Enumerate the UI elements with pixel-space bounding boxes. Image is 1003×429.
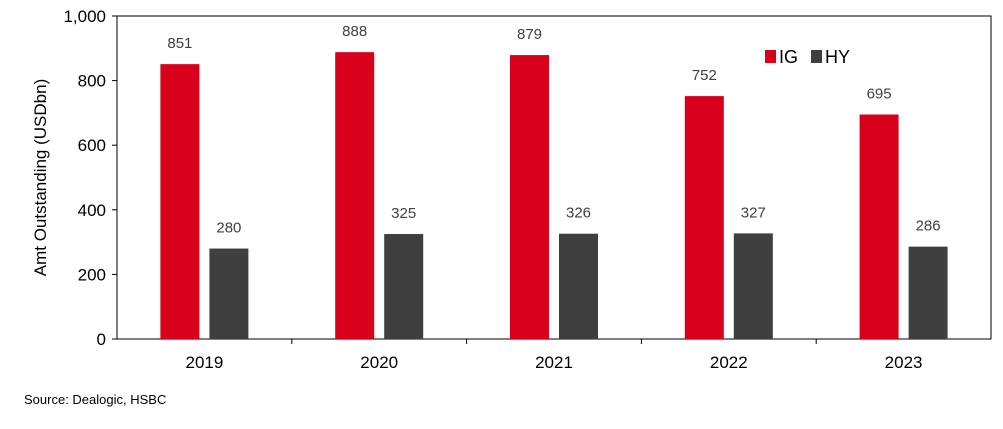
bar-hy-2023: [908, 246, 948, 339]
x-tick-label: 2022: [710, 353, 748, 372]
bar-ig-2019: [160, 64, 200, 339]
bar-ig-2020: [335, 52, 375, 340]
x-tick-label: 2023: [885, 353, 923, 372]
bar-hy-2022: [733, 233, 773, 339]
x-tick-label: 2019: [185, 353, 223, 372]
bar-ig-2023: [859, 114, 899, 339]
y-tick-label: 600: [78, 136, 106, 155]
legend-label-ig: IG: [779, 47, 798, 67]
data-label-hy-2019: 280: [216, 220, 241, 237]
data-label-hy-2021: 326: [566, 205, 591, 222]
y-tick-label: 1,000: [63, 7, 106, 26]
y-tick-label: 0: [97, 330, 106, 349]
data-label-ig-2020: 888: [342, 23, 367, 40]
y-tick-label: 400: [78, 201, 106, 220]
data-label-hy-2023: 286: [916, 218, 941, 235]
bar-hy-2020: [384, 234, 424, 339]
data-label-hy-2020: 325: [391, 205, 416, 222]
data-label-ig-2021: 879: [517, 26, 542, 43]
x-tick-label: 2020: [360, 353, 398, 372]
data-label-ig-2019: 851: [167, 35, 192, 52]
bar-hy-2019: [209, 248, 249, 339]
plot-frame: [116, 15, 992, 340]
source-note: Source: Dealogic, HSBC: [24, 392, 167, 407]
data-label-hy-2022: 327: [741, 204, 766, 221]
data-label-ig-2022: 752: [692, 67, 717, 84]
bar-ig-2022: [684, 96, 724, 339]
legend-label-hy: HY: [825, 47, 850, 67]
legend-swatch-ig: [765, 50, 776, 63]
legend-swatch-hy: [811, 50, 822, 63]
y-tick-label: 800: [78, 72, 106, 91]
x-tick-label: 2021: [535, 353, 573, 372]
data-label-ig-2023: 695: [867, 86, 892, 103]
y-tick-label: 200: [78, 265, 106, 284]
bar-ig-2021: [510, 55, 549, 339]
bar-hy-2021: [559, 233, 598, 339]
y-axis-title: Amt Outstanding (USDbn): [31, 79, 50, 276]
